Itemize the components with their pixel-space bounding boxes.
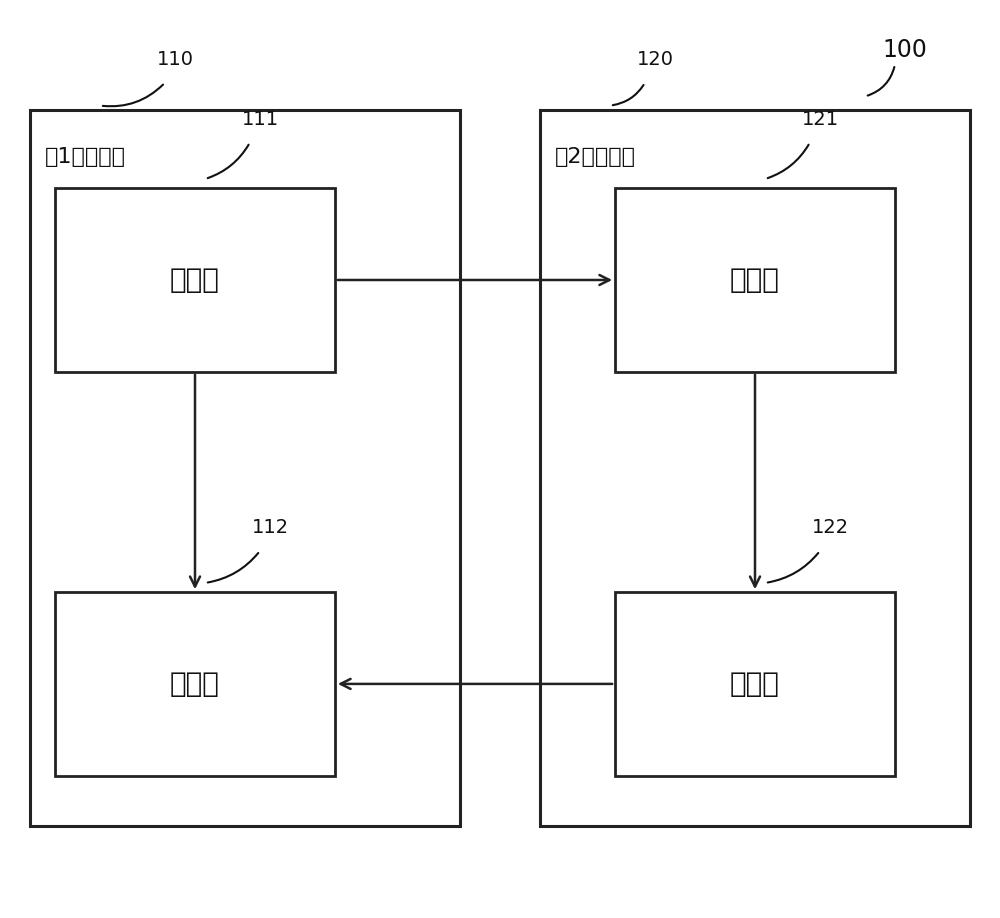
Text: 检测部: 检测部 xyxy=(730,266,780,294)
Text: 接收部: 接收部 xyxy=(170,670,220,698)
Text: 112: 112 xyxy=(251,519,289,537)
Text: 发送部: 发送部 xyxy=(730,670,780,698)
Text: 100: 100 xyxy=(883,39,927,62)
Text: 121: 121 xyxy=(801,110,839,129)
Bar xyxy=(55,592,335,776)
Bar xyxy=(615,188,895,372)
Text: 122: 122 xyxy=(811,519,849,537)
Text: 111: 111 xyxy=(241,110,279,129)
Text: 120: 120 xyxy=(637,50,674,69)
Bar xyxy=(540,110,970,826)
Text: 110: 110 xyxy=(156,50,194,69)
Text: 第1通信装置: 第1通信装置 xyxy=(45,147,126,167)
Text: 第2通信装置: 第2通信装置 xyxy=(555,147,636,167)
Bar xyxy=(30,110,460,826)
Bar xyxy=(615,592,895,776)
Bar xyxy=(55,188,335,372)
Text: 分配部: 分配部 xyxy=(170,266,220,294)
